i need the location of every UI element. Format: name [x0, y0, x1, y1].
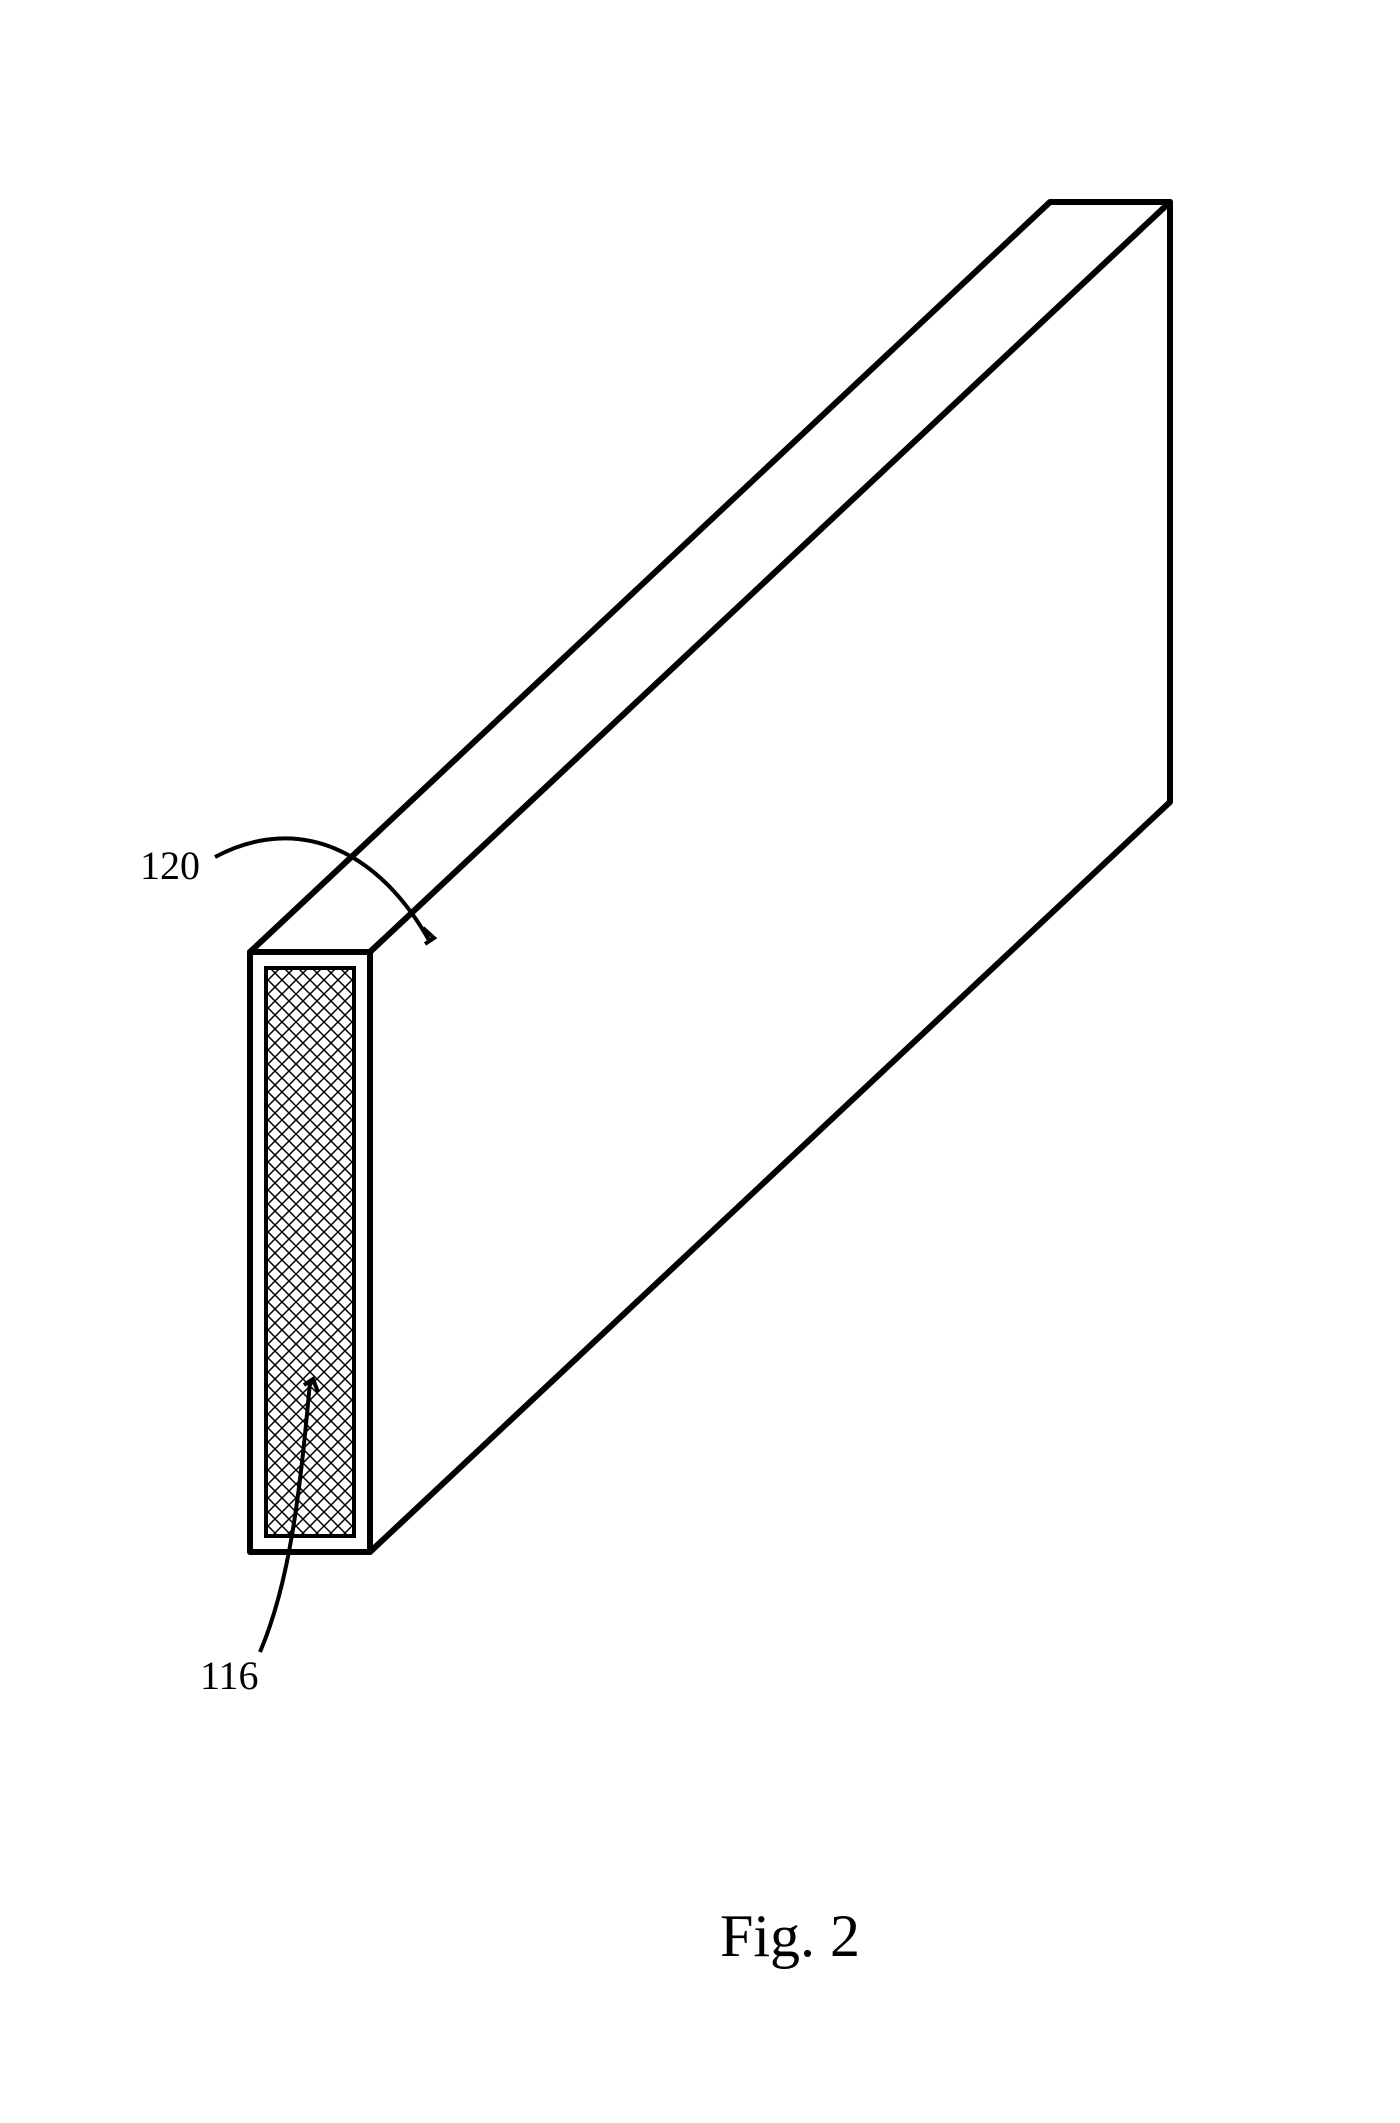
diagram-container: 120 116 Fig. 2: [100, 112, 1300, 2012]
box-side-face: [370, 202, 1170, 1552]
box-front-inner: [266, 968, 354, 1536]
ref-label-120: 120: [140, 842, 200, 889]
ref-label-116: 116: [200, 1652, 259, 1699]
figure-caption: Fig. 2: [720, 1902, 860, 1971]
box-diagram: [100, 112, 1300, 2012]
